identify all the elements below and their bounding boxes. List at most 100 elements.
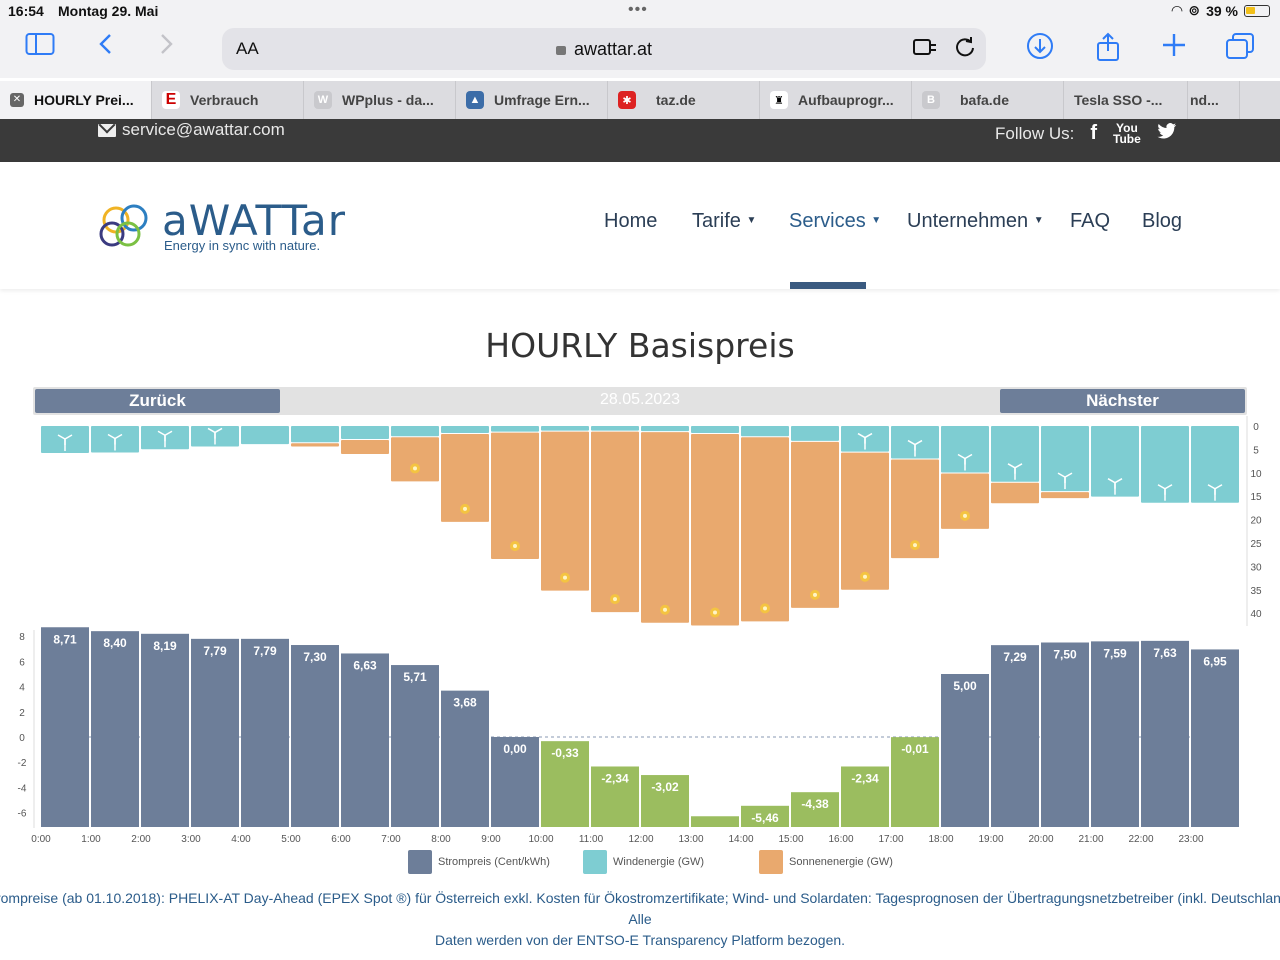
price-data-label: 0,00 (503, 742, 527, 756)
price-data-label: -2,34 (851, 771, 879, 785)
twitter-icon[interactable] (1157, 122, 1177, 145)
tab-hourly[interactable]: ✕ HOURLY Prei... (0, 81, 152, 119)
awattar-logo[interactable]: aWATTar Energy in sync with nature. (98, 196, 345, 255)
sun-icon (913, 543, 917, 548)
sun-icon (663, 607, 667, 612)
previous-day-button[interactable]: Zurück (35, 389, 280, 413)
text-size-button[interactable]: AA (236, 39, 259, 58)
logo-rings-icon (99, 204, 148, 247)
x-tick-label: 12:00 (628, 834, 653, 845)
x-tick-label: 4:00 (231, 834, 251, 845)
tab-taz[interactable]: ✱ taz.de (608, 81, 760, 119)
sun-icon (763, 606, 767, 611)
x-tick-label: 0:00 (31, 834, 51, 845)
price-data-label: 8,71 (53, 632, 77, 646)
price-data-label: 5,00 (953, 679, 977, 693)
price-bar (991, 645, 1039, 827)
solar-bar (791, 441, 839, 608)
multitasking-dots-icon[interactable]: ••• (628, 1, 648, 18)
downloads-icon[interactable] (1022, 32, 1058, 64)
solar-bar (491, 432, 539, 560)
wind-bar (1141, 426, 1189, 503)
solar-bar (341, 440, 389, 454)
extension-icon[interactable] (912, 36, 938, 64)
new-tab-icon[interactable] (1156, 32, 1192, 64)
eagle-icon: ♜ (770, 91, 788, 109)
tab-verbrauch[interactable]: E Verbrauch (152, 81, 304, 119)
solar-bar (641, 432, 689, 623)
site-header: aWATTar Energy in sync with nature. Home… (0, 162, 1280, 289)
wind-turbine-icon (907, 439, 923, 451)
wind-bar (341, 426, 389, 440)
wind-turbine-icon (1057, 472, 1073, 484)
energy-y-tick: 5 (1253, 445, 1259, 456)
price-bar (741, 805, 789, 827)
nav-blog[interactable]: Blog (1142, 210, 1183, 232)
legend-item-solar[interactable]: Sonnenenergie (GW) (759, 850, 893, 874)
nav-tarife[interactable]: Tarife ▼ (692, 210, 756, 233)
nav-home[interactable]: Home (604, 210, 658, 232)
wind-bar (391, 426, 439, 437)
price-data-label: -5,46 (751, 811, 779, 825)
tab-wpplus[interactable]: W WPplus - da... (304, 81, 456, 119)
reload-icon[interactable] (954, 36, 976, 64)
price-data-label: 3,68 (453, 696, 477, 710)
price-data-label: 6,95 (1203, 654, 1227, 668)
next-day-button[interactable]: Nächster (1000, 389, 1245, 413)
price-data-label: -0,01 (901, 742, 929, 756)
price-data-label: 7,79 (253, 644, 277, 658)
close-tab-icon[interactable]: ✕ (10, 93, 24, 107)
wind-bar (591, 426, 639, 431)
wind-bar (491, 426, 539, 432)
contact-email-link[interactable]: service@awattar.com (122, 120, 285, 139)
energy-y-tick: 10 (1250, 469, 1262, 480)
tab-aufbauprogramm[interactable]: ♜ Aufbauprogr... (760, 81, 912, 119)
tab-umfrage[interactable]: ▲ Umfrage Ern... (456, 81, 608, 119)
sidebar-toggle-icon[interactable] (22, 32, 58, 64)
b-letter-icon: B (922, 91, 940, 109)
youtube-icon[interactable]: You Tube (1113, 120, 1141, 146)
tab-overview-icon[interactable] (1222, 32, 1258, 64)
wind-bar (691, 426, 739, 433)
wind-turbine-icon (207, 427, 223, 439)
price-data-label: 7,59 (1103, 646, 1127, 660)
nav-faq[interactable]: FAQ (1070, 210, 1111, 232)
sun-icon (713, 610, 717, 615)
tab-nd[interactable]: nd... (1188, 81, 1240, 119)
wind-turbine-icon (857, 432, 873, 444)
address-bar[interactable]: AA awattar.at (222, 28, 986, 70)
tab-bafa[interactable]: B bafa.de (912, 81, 1064, 119)
forward-chevron-icon[interactable] (148, 32, 184, 64)
caret-down-icon: ▼ (871, 215, 882, 226)
back-chevron-icon[interactable] (88, 32, 124, 64)
x-tick-label: 2:00 (131, 834, 151, 845)
legend-item-wind[interactable]: Windenergie (GW) (583, 850, 704, 874)
nav-services[interactable]: Services ▼ (789, 210, 881, 233)
tab-tesla[interactable]: Tesla SSO -... (1064, 81, 1188, 119)
price-data-label: -0,33 (551, 746, 579, 760)
legend-swatch (408, 850, 432, 874)
share-icon[interactable] (1090, 32, 1126, 64)
x-tick-label: 3:00 (181, 834, 201, 845)
url-text: awattar.at (573, 39, 653, 59)
wind-turbine-icon (1107, 478, 1123, 489)
tab-label: Verbrauch (190, 92, 259, 108)
x-tick-label: 18:00 (928, 834, 953, 845)
lock-icon (555, 46, 566, 55)
price-bar (641, 775, 689, 827)
nav-unternehmen[interactable]: Unternehmen ▼ (907, 210, 1044, 233)
wind-bar (291, 426, 339, 443)
x-tick-label: 15:00 (778, 834, 803, 845)
wind-bar (1191, 426, 1239, 503)
legend-item-price[interactable]: Strompreis (Cent/kWh) (408, 850, 550, 874)
battery-percent: 39 % (1206, 2, 1238, 19)
tab-label: Tesla SSO -... (1074, 92, 1163, 108)
wind-turbine-icon (957, 453, 973, 465)
price-bar (91, 631, 139, 827)
sun-icon (413, 466, 417, 471)
price-bar (141, 633, 189, 827)
price-y-tick: 0 (19, 733, 25, 744)
price-data-label: 6,63 (353, 658, 377, 672)
facebook-icon[interactable]: f (1090, 122, 1098, 144)
wind-turbine-icon (1207, 484, 1223, 495)
